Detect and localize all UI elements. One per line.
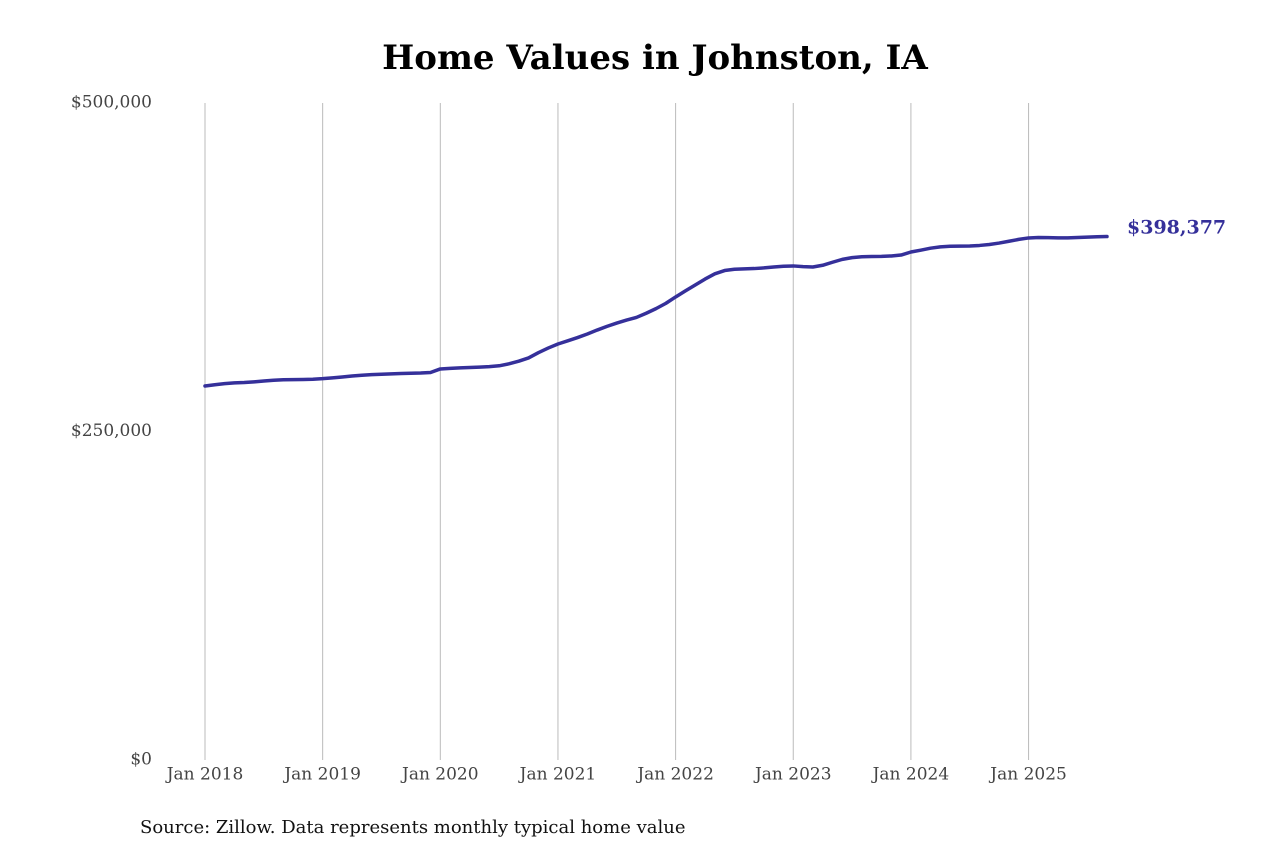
x-tick-label: Jan 2023 — [753, 765, 832, 785]
x-tick-label: Jan 2019 — [282, 765, 361, 785]
y-tick-label: $0 — [130, 750, 152, 770]
y-tick-label: $250,000 — [71, 421, 152, 441]
chart-title: Home Values in Johnston, IA — [382, 38, 928, 78]
line — [203, 234, 1109, 388]
value-label: $398,377 — [1127, 217, 1226, 239]
source-note: Source: Zillow. Data represents monthly … — [140, 817, 686, 838]
y-tick-label: $500,000 — [71, 93, 152, 113]
x-tick-label: Jan 2020 — [400, 765, 479, 785]
x-tick-label: Jan 2018 — [165, 765, 244, 785]
x-tick-label: Jan 2025 — [988, 765, 1067, 785]
x-tick-label: Jan 2022 — [635, 765, 714, 785]
x-tick-label: Jan 2021 — [518, 765, 597, 785]
x-tick-label: Jan 2024 — [871, 765, 950, 785]
